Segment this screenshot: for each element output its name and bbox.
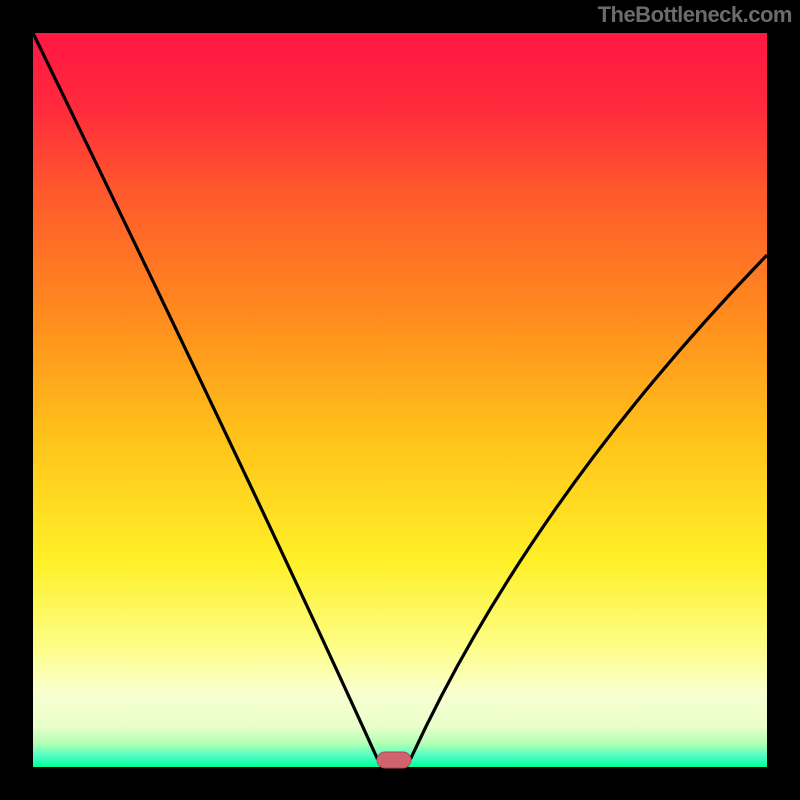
- plot-area-rect: [33, 33, 767, 767]
- chart-container: TheBottleneck.com: [0, 0, 800, 800]
- optimum-marker: [377, 752, 411, 768]
- bottleneck-chart-svg: [0, 0, 800, 800]
- watermark-text: TheBottleneck.com: [598, 2, 792, 28]
